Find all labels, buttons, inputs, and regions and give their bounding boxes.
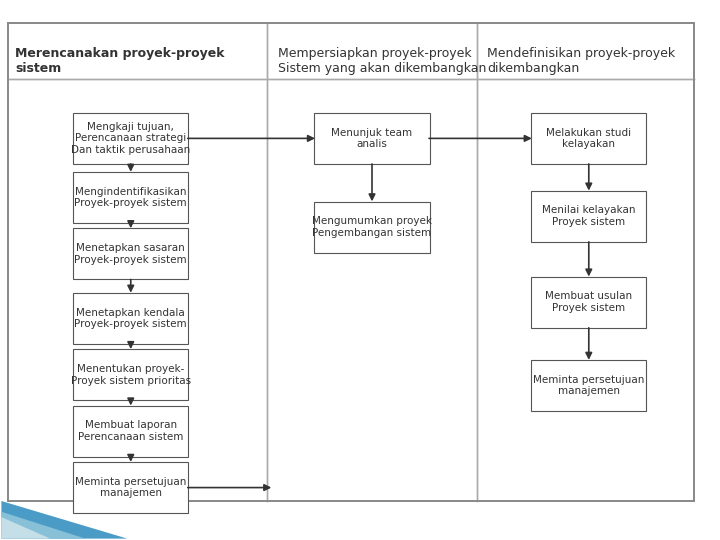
FancyBboxPatch shape: [73, 349, 189, 400]
FancyBboxPatch shape: [73, 406, 189, 457]
FancyBboxPatch shape: [9, 23, 693, 501]
Text: Mengkaji tujuan,
Perencanaan strategi
Dan taktik perusahaan: Mengkaji tujuan, Perencanaan strategi Da…: [71, 122, 190, 155]
Text: Menetapkan kendala
Proyek-proyek sistem: Menetapkan kendala Proyek-proyek sistem: [74, 308, 187, 329]
Polygon shape: [1, 501, 127, 538]
Text: Menilai kelayakan
Proyek sistem: Menilai kelayakan Proyek sistem: [542, 206, 636, 227]
FancyBboxPatch shape: [73, 462, 189, 513]
Text: Menetapkan sasaran
Proyek-proyek sistem: Menetapkan sasaran Proyek-proyek sistem: [74, 243, 187, 265]
FancyBboxPatch shape: [73, 293, 189, 344]
FancyBboxPatch shape: [531, 276, 647, 328]
Text: Mendefinisikan proyek-proyek
dikembangkan: Mendefinisikan proyek-proyek dikembangka…: [487, 47, 675, 75]
Text: Menunjuk team
analis: Menunjuk team analis: [331, 127, 413, 149]
Text: Merencanakan proyek-proyek
sistem: Merencanakan proyek-proyek sistem: [15, 47, 225, 75]
Text: Meminta persetujuan
manajemen: Meminta persetujuan manajemen: [75, 477, 186, 498]
Text: Membuat usulan
Proyek sistem: Membuat usulan Proyek sistem: [545, 292, 632, 313]
Polygon shape: [1, 517, 50, 538]
FancyBboxPatch shape: [531, 113, 647, 164]
FancyBboxPatch shape: [73, 113, 189, 164]
Text: Menentukan proyek-
Proyek sistem prioritas: Menentukan proyek- Proyek sistem priorit…: [71, 364, 191, 386]
Text: Mengindentifikasikan
Proyek-proyek sistem: Mengindentifikasikan Proyek-proyek siste…: [74, 187, 187, 208]
Polygon shape: [1, 512, 85, 538]
FancyBboxPatch shape: [531, 191, 647, 242]
Text: Melakukan studi
kelayakan: Melakukan studi kelayakan: [546, 127, 631, 149]
FancyBboxPatch shape: [315, 113, 430, 164]
Text: Membuat laporan
Perencanaan sistem: Membuat laporan Perencanaan sistem: [78, 420, 184, 442]
FancyBboxPatch shape: [315, 201, 430, 253]
FancyBboxPatch shape: [73, 172, 189, 223]
FancyBboxPatch shape: [531, 360, 647, 411]
Text: Mengumumkan proyek
Pengembangan sistem: Mengumumkan proyek Pengembangan sistem: [312, 216, 432, 238]
FancyBboxPatch shape: [73, 228, 189, 279]
Text: Meminta persetujuan
manajemen: Meminta persetujuan manajemen: [533, 375, 644, 396]
Text: Mempersiapkan proyek-proyek
Sistem yang akan dikembangkan: Mempersiapkan proyek-proyek Sistem yang …: [278, 47, 486, 75]
